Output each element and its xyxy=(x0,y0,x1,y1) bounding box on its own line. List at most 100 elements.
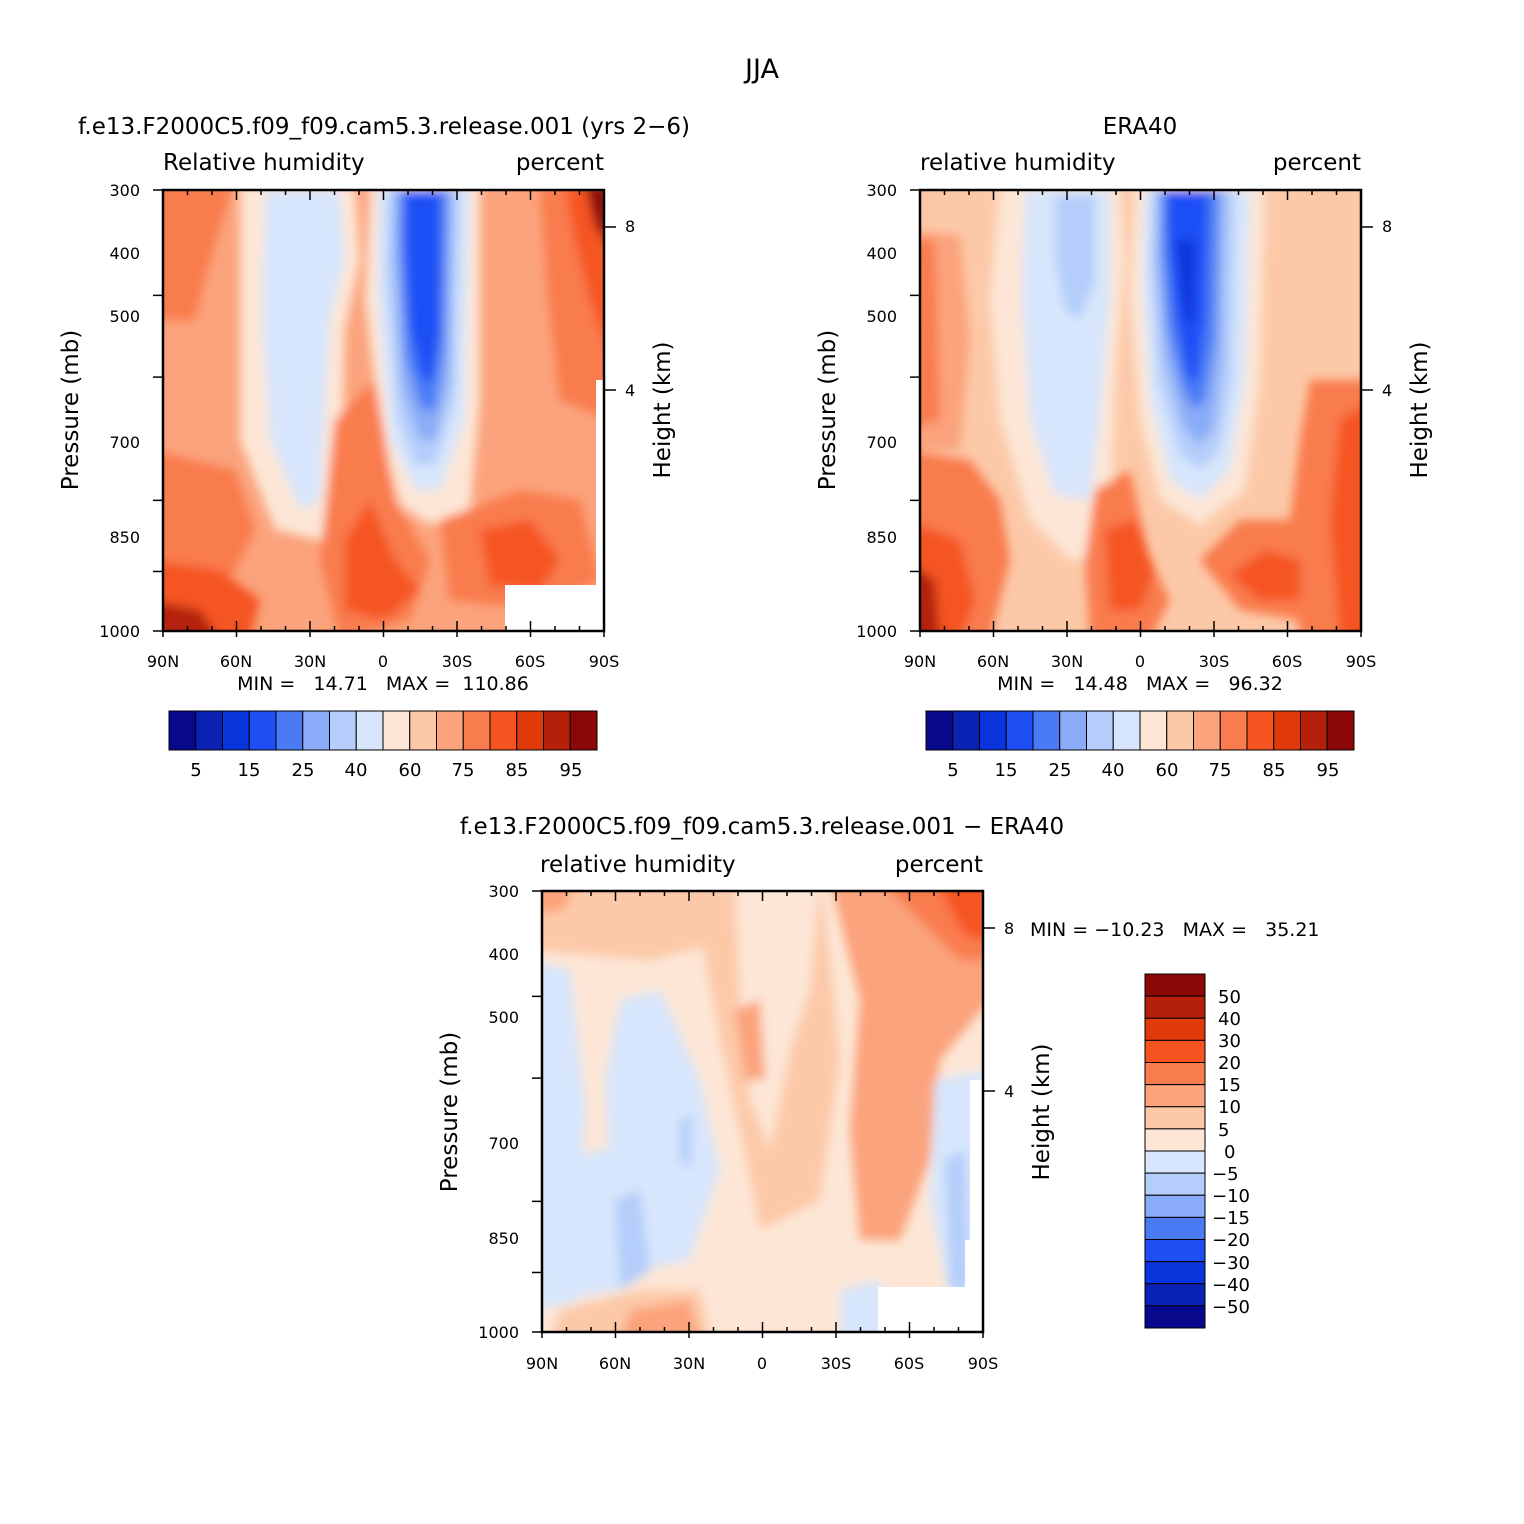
contour-fill xyxy=(735,1000,765,1080)
colorbar-label: 30 xyxy=(1218,1031,1241,1052)
colorbar-label: 0 xyxy=(1224,1142,1235,1163)
colorbar-label: 20 xyxy=(1218,1053,1241,1074)
colorbar-swatch xyxy=(516,710,544,751)
colorbar-swatch xyxy=(168,710,197,751)
y2-tick-label: 4 xyxy=(625,381,635,400)
panel-difference-min-max: MIN = −10.23 MAX = 35.21 xyxy=(1030,919,1320,941)
colorbar-swatch xyxy=(1144,1283,1206,1307)
y-tick-label: 700 xyxy=(866,433,897,452)
panel-era40-title: ERA40 xyxy=(1103,114,1178,140)
y-tick-label: 850 xyxy=(488,1229,519,1248)
colorbar-label: 60 xyxy=(1156,760,1179,781)
panel-model-title: f.e13.F2000C5.f09_f09.cam5.3.release.001… xyxy=(78,114,690,140)
panel-era40-variable-label: relative humidity xyxy=(920,150,1116,176)
colorbar-swatch xyxy=(1112,710,1141,751)
x-tick-label: 30N xyxy=(294,652,326,671)
y-tick-label: 700 xyxy=(109,433,140,452)
colorbar-label: 85 xyxy=(1263,760,1286,781)
colorbar-swatch xyxy=(569,710,598,751)
x-tick-label: 90N xyxy=(904,652,936,671)
contour-fill xyxy=(480,520,560,590)
contour-fill xyxy=(163,190,232,320)
panel-difference: f.e13.F2000C5.f09_f09.cam5.3.release.001… xyxy=(437,814,1320,1373)
colorbar-label: 95 xyxy=(560,760,583,781)
y2-tick-label: 4 xyxy=(1382,381,1392,400)
x-tick-label: 30N xyxy=(673,1354,705,1373)
contour-fill xyxy=(163,602,214,631)
colorbar-swatch xyxy=(409,710,437,751)
colorbar-swatch xyxy=(1059,710,1087,751)
panel-model-contours xyxy=(163,190,603,631)
contour-fill xyxy=(832,891,982,1240)
colorbar-swatch xyxy=(355,710,384,751)
y2-tick-label: 8 xyxy=(625,217,635,236)
y-tick-label: 850 xyxy=(109,528,140,547)
figure-title: JJA xyxy=(743,54,779,85)
colorbar-label: 5 xyxy=(190,760,201,781)
colorbar-swatch xyxy=(195,710,223,751)
panel-era40-colorbar xyxy=(925,710,1355,751)
colorbar-swatch xyxy=(248,710,277,751)
contour-fill xyxy=(1330,406,1360,631)
x-tick-label: 90S xyxy=(968,1354,999,1373)
panel-difference-ylabel: Pressure (mb) xyxy=(437,1032,463,1192)
colorbar-label: 40 xyxy=(345,760,368,781)
colorbar-swatch xyxy=(1144,1172,1206,1196)
colorbar-label: 40 xyxy=(1218,1009,1241,1030)
colorbar-swatch xyxy=(979,710,1007,751)
x-tick-label: 90S xyxy=(1346,652,1377,671)
panel-model-units-label: percent xyxy=(516,150,604,176)
y2-tick-label: 8 xyxy=(1004,919,1014,938)
colorbar-swatch xyxy=(1032,710,1061,751)
contour-fill xyxy=(1175,240,1195,320)
contour-fill xyxy=(1105,520,1155,610)
panel-model-min-max: MIN = 14.71 MAX = 110.86 xyxy=(237,673,529,695)
x-tick-label: 60S xyxy=(515,652,546,671)
x-tick-label: 0 xyxy=(757,1354,767,1373)
contour-fill xyxy=(345,500,420,620)
contour-fill xyxy=(622,1300,698,1332)
panel-model-variable-label: Relative humidity xyxy=(163,150,365,176)
contour-fill xyxy=(920,570,940,631)
colorbar-swatch xyxy=(302,710,330,751)
colorbar-label: −10 xyxy=(1212,1186,1250,1207)
x-tick-label: 30S xyxy=(821,1354,852,1373)
colorbar-swatch xyxy=(436,710,464,751)
colorbar-label: −20 xyxy=(1212,1230,1250,1251)
colorbar-label: 25 xyxy=(292,760,315,781)
x-tick-label: 0 xyxy=(1135,652,1145,671)
contour-fill xyxy=(586,190,603,239)
contour-fill xyxy=(405,192,440,380)
y-tick-label: 1000 xyxy=(99,622,140,641)
contour-fill xyxy=(1055,195,1095,320)
y-tick-label: 1000 xyxy=(478,1323,519,1342)
contour-fill xyxy=(1230,550,1300,600)
contour-fill xyxy=(680,1115,692,1170)
panel-model-ylabel: Pressure (mb) xyxy=(58,330,84,490)
x-tick-label: 60N xyxy=(599,1354,631,1373)
contour-fill xyxy=(542,891,730,960)
panel-era40-units-label: percent xyxy=(1273,150,1361,176)
contour-fill xyxy=(840,1280,885,1332)
y-tick-label: 300 xyxy=(866,181,897,200)
contour-fill xyxy=(941,891,982,939)
contour-fill xyxy=(565,190,603,339)
colorbar-label: 5 xyxy=(947,760,958,781)
colorbar-swatch xyxy=(1144,1039,1206,1063)
y2-tick-label: 8 xyxy=(1382,217,1392,236)
colorbar-swatch xyxy=(1144,1194,1206,1218)
x-tick-label: 30N xyxy=(1051,652,1083,671)
contour-fill xyxy=(920,240,940,426)
colorbar-swatch xyxy=(1144,1106,1206,1130)
colorbar-label: −30 xyxy=(1212,1253,1250,1274)
y-tick-label: 500 xyxy=(866,307,897,326)
panel-model-ticks xyxy=(153,189,616,637)
panel-model-missing-data xyxy=(596,380,603,631)
contour-fill xyxy=(615,1190,650,1290)
panel-era40-ticks xyxy=(910,189,1373,637)
panel-difference-units-label: percent xyxy=(895,852,983,878)
x-tick-label: 30S xyxy=(442,652,473,671)
colorbar-swatch xyxy=(1086,710,1114,751)
panel-model: f.e13.F2000C5.f09_f09.cam5.3.release.001… xyxy=(58,114,690,781)
y-tick-label: 400 xyxy=(109,244,140,263)
